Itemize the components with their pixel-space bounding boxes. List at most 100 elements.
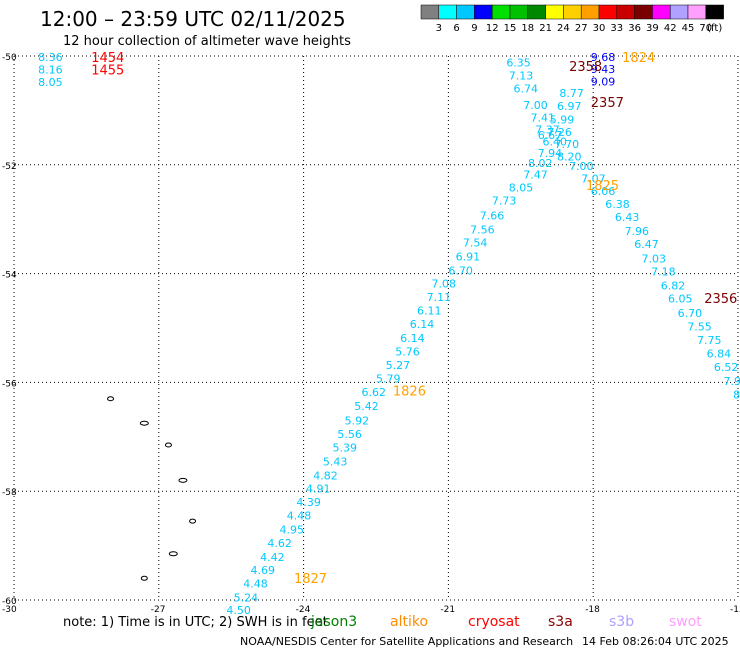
swh-label: 5.76	[395, 345, 420, 358]
swh-label: 7.11	[427, 291, 452, 304]
colorbar-swatch	[509, 4, 529, 20]
swh-label: 6.84	[707, 348, 732, 361]
swh-label: 6.47	[634, 238, 659, 251]
lat-tick-label: -56	[2, 379, 17, 389]
swh-label: 5.92	[345, 414, 370, 427]
lon-tick-label: -30	[2, 605, 17, 615]
lon-tick-label: -27	[151, 605, 166, 615]
pass-time-label: 1826	[393, 385, 426, 400]
swh-label: 4.48	[243, 578, 268, 591]
pass-time-label: 2357	[591, 96, 624, 111]
swh-label: 7.26	[547, 126, 572, 139]
island-outline	[107, 396, 115, 402]
swh-label: 6.14	[410, 318, 435, 331]
island-outline	[168, 551, 178, 557]
swh-label: 7.75	[697, 334, 722, 347]
swh-label: 4.95	[279, 523, 304, 536]
colorbar-swatch	[652, 4, 671, 20]
island-outline	[139, 420, 149, 426]
satellite-legend-item: jason3	[310, 614, 357, 630]
swh-label: 5.79	[376, 373, 401, 386]
swh-label: 7.47	[523, 169, 548, 182]
colorbar-tick-label: 27	[575, 23, 588, 34]
island-outline	[178, 477, 188, 483]
swh-label: 7.37	[535, 123, 560, 136]
map-title: 12:00 – 23:59 UTC 02/11/2025	[40, 7, 346, 31]
satellite-legend-item: cryosat	[468, 614, 520, 630]
colorbar-swatch	[563, 4, 582, 20]
map-subtitle: 12 hour collection of altimeter wave hei…	[63, 34, 351, 49]
colorbar-tick-label: 30	[593, 23, 606, 34]
swh-label: 6.14	[400, 332, 425, 345]
swh-label: 4.39	[296, 496, 321, 509]
swh-label: 6.70	[678, 307, 703, 320]
colorbar-swatch	[545, 4, 564, 20]
swh-label: 7.07	[581, 172, 606, 185]
colorbar-swatch	[580, 4, 600, 20]
colorbar-swatch	[474, 4, 493, 20]
swh-label: 6.91	[456, 251, 481, 264]
lat-tick-label: -50	[2, 53, 17, 63]
pass-time-label: 2356	[704, 292, 737, 307]
lon-tick-label: -18	[585, 605, 600, 615]
swh-label: 8.05	[38, 76, 63, 89]
swh-label: 6.82	[661, 280, 686, 293]
swh-label: 4.50	[226, 604, 251, 617]
colorbar-tick-label: 36	[628, 23, 641, 34]
swh-label: 6.62	[362, 386, 387, 399]
swh-label-high: 9.09	[591, 76, 616, 89]
lon-tick-label: -15	[730, 605, 740, 615]
pass-time-label: 1455	[91, 64, 124, 79]
swh-label: 6.67	[538, 129, 563, 142]
swh-label: 7.70	[555, 138, 580, 151]
swh-label: 8.02	[528, 157, 553, 170]
colorbar-tick-label: (ft)	[707, 23, 722, 34]
footer-timestamp: 14 Feb 08:26:04 UTC 2025	[582, 635, 729, 648]
swh-label: 7.56	[470, 224, 495, 237]
colorbar-tick-label: 21	[539, 23, 552, 34]
swh-label: 6.43	[615, 211, 640, 224]
swh-label: 5.27	[386, 359, 411, 372]
colorbar-swatch	[669, 4, 689, 20]
colorbar-tick-label: 24	[557, 23, 570, 34]
colorbar-tick-label: 9	[471, 23, 477, 34]
swh-label: 7.94	[724, 375, 740, 388]
swh-label: 7.55	[687, 320, 712, 333]
colorbar-swatch	[438, 4, 457, 20]
pass-time-label: 1454	[91, 51, 124, 66]
footer-note: note: 1) Time is in UTC; 2) SWH is in fe…	[63, 615, 328, 630]
color-scale-legend: 3 6 9 12 15 18 21 24 27 30 33 36 39 42 45 70(ft)	[420, 4, 724, 34]
swh-label: 7.03	[641, 252, 666, 265]
colorbar-swatch	[616, 4, 635, 20]
lat-tick-label: -54	[2, 271, 17, 281]
swh-label: 6.11	[417, 305, 442, 318]
swh-label: 5.39	[333, 442, 358, 455]
pass-time-label: 1824	[622, 51, 655, 66]
swh-label: 4.69	[251, 564, 275, 577]
swh-label: 6.52	[714, 361, 739, 374]
pass-time-label: 1825	[586, 179, 619, 194]
axis-tick-labels: -50 -52 -54 -56 -58 -60-30 -27 -24 -21 -18 -15	[2, 53, 740, 615]
swh-label: 8.77	[559, 87, 584, 100]
swh-label: 7.96	[625, 225, 650, 238]
swh-label: 4.82	[313, 469, 338, 482]
satellite-legend-item: swot	[669, 614, 702, 630]
colorbar-swatch	[705, 4, 724, 20]
colorbar-tick-label: 70	[699, 23, 712, 34]
lat-tick-label: -52	[2, 162, 17, 172]
satellite-legend-item: s3b	[609, 614, 634, 630]
swh-label: 5.56	[337, 428, 362, 441]
footer-credit: NOAA/NESDIS Center for Satellite Applica…	[240, 635, 573, 648]
swh-label: 7.54	[463, 237, 488, 250]
swh-label: 6.35	[506, 57, 531, 70]
swh-label: 4.62	[267, 537, 292, 550]
lat-tick-label: -60	[2, 597, 17, 607]
swh-label: 5.42	[354, 400, 379, 413]
swh-label: 8.36	[38, 51, 63, 64]
swh-label-high: 9.68	[591, 51, 616, 64]
swh-label: 6.06	[591, 185, 616, 198]
colorbar-swatch	[634, 4, 653, 20]
swh-label: 6.74	[514, 83, 539, 96]
colorbar-swatch	[456, 4, 475, 20]
